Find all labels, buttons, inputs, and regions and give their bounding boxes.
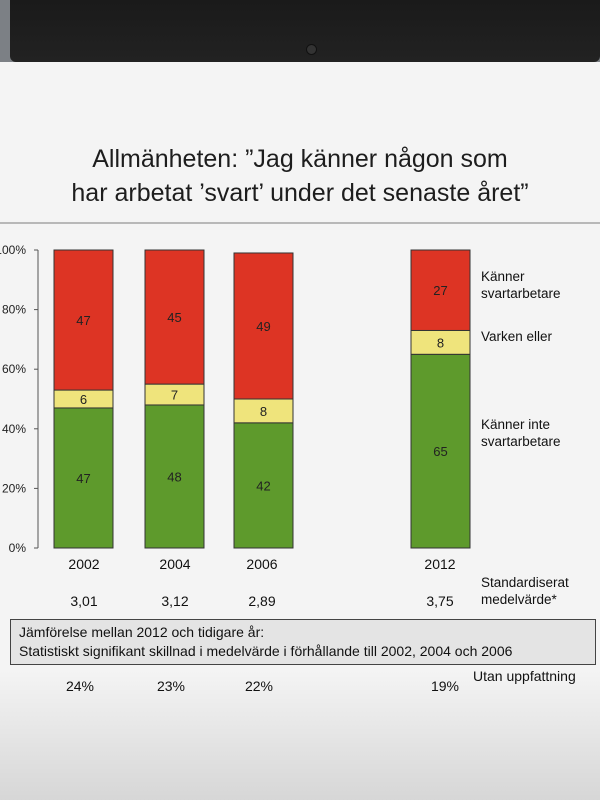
legend-kanner-inte-line2: svartarbetare (481, 434, 561, 449)
legend-varken-text: Varken eller (481, 329, 553, 344)
bar-value-label: 42 (256, 478, 270, 493)
comparison-box: Jämförelse mellan 2012 och tidigare år: … (10, 619, 596, 665)
no-opinion-label: Utan uppfattning (473, 668, 576, 684)
title-line-1: Allmänheten: ”Jag känner någon som (92, 145, 508, 173)
mean-value: 2,89 (248, 593, 276, 609)
mean-value: 3,01 (70, 593, 98, 609)
mean-value: 3,75 (426, 593, 454, 609)
bar-value-label: 49 (256, 319, 270, 334)
legend-kanner-line2: svartarbetare (481, 286, 561, 301)
bar-value-label: 45 (167, 310, 181, 325)
bar-segment (144, 404, 205, 549)
bar-value-label: 47 (76, 313, 90, 328)
no-opinion-value: 23% (156, 678, 186, 694)
bar-value-label: 48 (167, 469, 181, 484)
y-tick-label: 20% (2, 481, 26, 495)
comparison-line2: Statistiskt signifikant skillnad i medel… (19, 643, 513, 659)
no-opinion-value: 22% (244, 678, 274, 694)
legend-varken: Varken eller (481, 328, 591, 345)
legend-kanner-inte: Känner inte svartarbetare (481, 416, 591, 450)
camera-icon (306, 44, 317, 55)
y-tick-label: 60% (2, 362, 26, 376)
no-opinion-value: 19% (430, 678, 460, 694)
y-tick-label: 40% (2, 422, 26, 436)
bar-segment (144, 249, 205, 385)
year-label: 2004 (159, 556, 191, 572)
monitor-bezel (10, 0, 600, 62)
year-label: 2002 (68, 556, 100, 572)
bar-segment (233, 252, 294, 400)
mean-label-line2: medelvärde* (481, 592, 557, 607)
title-line-2: har arbetat ’svart’ under det senaste år… (71, 179, 529, 207)
y-tick-label: 0% (9, 541, 27, 555)
bar-value-label: 7 (171, 388, 178, 403)
comparison-line1: Jämförelse mellan 2012 och tidigare år: (19, 624, 265, 640)
bar-segment (410, 249, 471, 331)
paper-shadow (0, 670, 600, 800)
year-label: 2012 (424, 556, 456, 572)
bar-value-label: 27 (433, 283, 447, 298)
mean-label: Standardiserat medelvärde* (481, 574, 569, 608)
no-opinion-value: 24% (65, 678, 95, 694)
year-label: 2006 (246, 556, 278, 572)
bar-segment (233, 422, 294, 549)
bar-value-label: 8 (437, 335, 444, 350)
bar-value-label: 6 (80, 392, 87, 407)
chart-title: Allmänheten: ”Jag känner någon som har a… (0, 142, 600, 210)
y-tick-label: 80% (2, 303, 26, 317)
bar-value-label: 65 (433, 444, 447, 459)
legend-kanner-line1: Känner (481, 269, 525, 284)
mean-value: 3,12 (161, 593, 189, 609)
bar-value-label: 47 (76, 471, 90, 486)
bar-value-label: 8 (260, 404, 267, 419)
legend-kanner-inte-line1: Känner inte (481, 417, 551, 432)
title-divider (0, 222, 600, 224)
bar-segment (410, 353, 471, 549)
legend-kanner: Känner svartarbetare (481, 268, 591, 302)
mean-label-line1: Standardiserat (481, 575, 569, 590)
y-tick-label: 100% (0, 243, 26, 257)
bar-segment (53, 249, 114, 391)
